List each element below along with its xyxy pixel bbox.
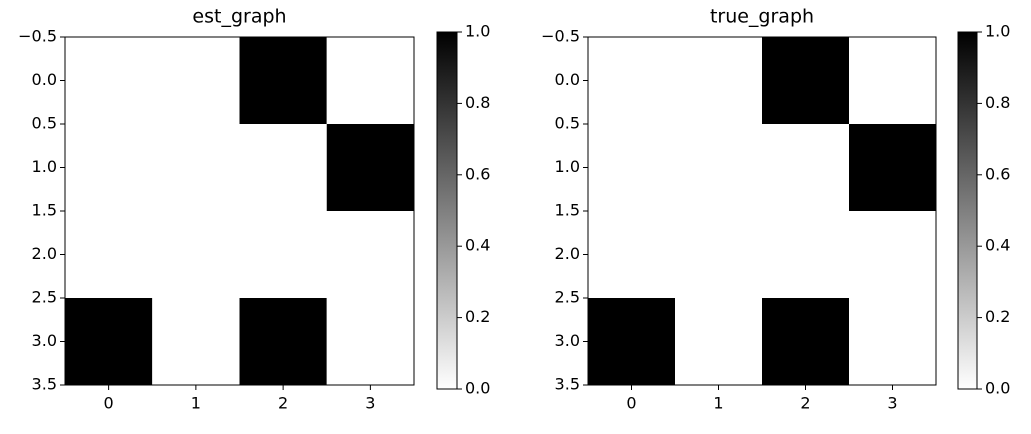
heatmap-cell — [849, 298, 936, 385]
heatmap-cell — [152, 298, 240, 385]
chart-title: est_graph — [192, 6, 286, 28]
x-tick-label: 1 — [191, 394, 201, 413]
y-tick-label: 1.0 — [32, 157, 57, 176]
heatmap-cell — [239, 124, 327, 211]
colorbar-tick-label: 0.2 — [465, 307, 490, 326]
x-tick-label: 0 — [104, 394, 114, 413]
heatmap-cell — [326, 124, 414, 211]
heatmap-cell — [675, 211, 762, 298]
heatmap-cell — [588, 211, 675, 298]
heatmap-cell — [762, 37, 849, 124]
heatmap-cell — [675, 298, 762, 385]
x-tick-label: 3 — [365, 394, 375, 413]
colorbar-tick-label: 0.0 — [465, 379, 490, 398]
heatmap-cell — [326, 298, 414, 385]
y-tick-label: 0.5 — [555, 114, 580, 133]
y-tick-label: 3.0 — [32, 331, 57, 350]
x-tick-label: 2 — [800, 394, 810, 413]
y-tick-label: 2.5 — [555, 288, 580, 307]
colorbar — [957, 31, 978, 390]
colorbar-tick-label: 0.4 — [465, 236, 490, 255]
chart-title: true_graph — [710, 6, 814, 28]
heatmap-cell — [849, 124, 936, 211]
y-tick-label: 2.5 — [32, 288, 57, 307]
heatmap-cell — [65, 124, 153, 211]
y-tick-label: 3.5 — [555, 375, 580, 394]
heatmap-cell — [762, 211, 849, 298]
y-tick-label: 1.5 — [32, 201, 57, 220]
y-tick-label: 0.5 — [32, 114, 57, 133]
x-tick-label: 1 — [713, 394, 723, 413]
y-tick-label: 1.0 — [555, 157, 580, 176]
x-tick-label: 0 — [626, 394, 636, 413]
colorbar — [436, 31, 458, 390]
heatmap-cell — [326, 37, 414, 124]
heatmap-cell — [239, 211, 327, 298]
heatmap-cell — [675, 37, 762, 124]
heatmap-cell — [588, 124, 675, 211]
heatmap-cell — [152, 211, 240, 298]
colorbar-tick-label: 0.6 — [465, 164, 490, 183]
heatmap-cell — [152, 37, 240, 124]
heatmap-cell — [588, 37, 675, 124]
y-tick-label: 3.5 — [32, 375, 57, 394]
colorbar-tick-label: 0.4 — [985, 236, 1010, 255]
heatmap-cell — [588, 298, 675, 385]
heatmap-cell — [65, 211, 153, 298]
y-tick-label: 0.0 — [32, 70, 57, 89]
heatmap-cell — [239, 298, 327, 385]
y-tick-label: 2.0 — [555, 244, 580, 263]
heatmap-cell — [762, 298, 849, 385]
y-tick-label: −0.5 — [541, 27, 580, 46]
heatmap-cell — [762, 124, 849, 211]
colorbar-tick-label: 0.6 — [985, 164, 1010, 183]
heatmap-cell — [65, 298, 153, 385]
heatmap-cell — [239, 37, 327, 124]
x-tick-label: 3 — [887, 394, 897, 413]
colorbar-tick-label: 0.0 — [985, 379, 1010, 398]
y-tick-label: 2.0 — [32, 244, 57, 263]
y-tick-label: −0.5 — [18, 27, 57, 46]
heatmap-cell — [326, 211, 414, 298]
heatmap-cell — [675, 124, 762, 211]
heatmap-cell — [152, 124, 240, 211]
x-tick-label: 2 — [278, 394, 288, 413]
heatmap-cell — [65, 37, 153, 124]
colorbar-tick-label: 0.8 — [465, 93, 490, 112]
heatmap-cell — [849, 37, 936, 124]
heatmap-cell — [849, 211, 936, 298]
colorbar-tick-label: 1.0 — [465, 22, 490, 41]
colorbar-tick-label: 1.0 — [985, 22, 1010, 41]
y-tick-label: 0.0 — [555, 70, 580, 89]
y-tick-label: 3.0 — [555, 331, 580, 350]
colorbar-tick-label: 0.8 — [985, 93, 1010, 112]
y-tick-label: 1.5 — [555, 201, 580, 220]
colorbar-tick-label: 0.2 — [985, 307, 1010, 326]
